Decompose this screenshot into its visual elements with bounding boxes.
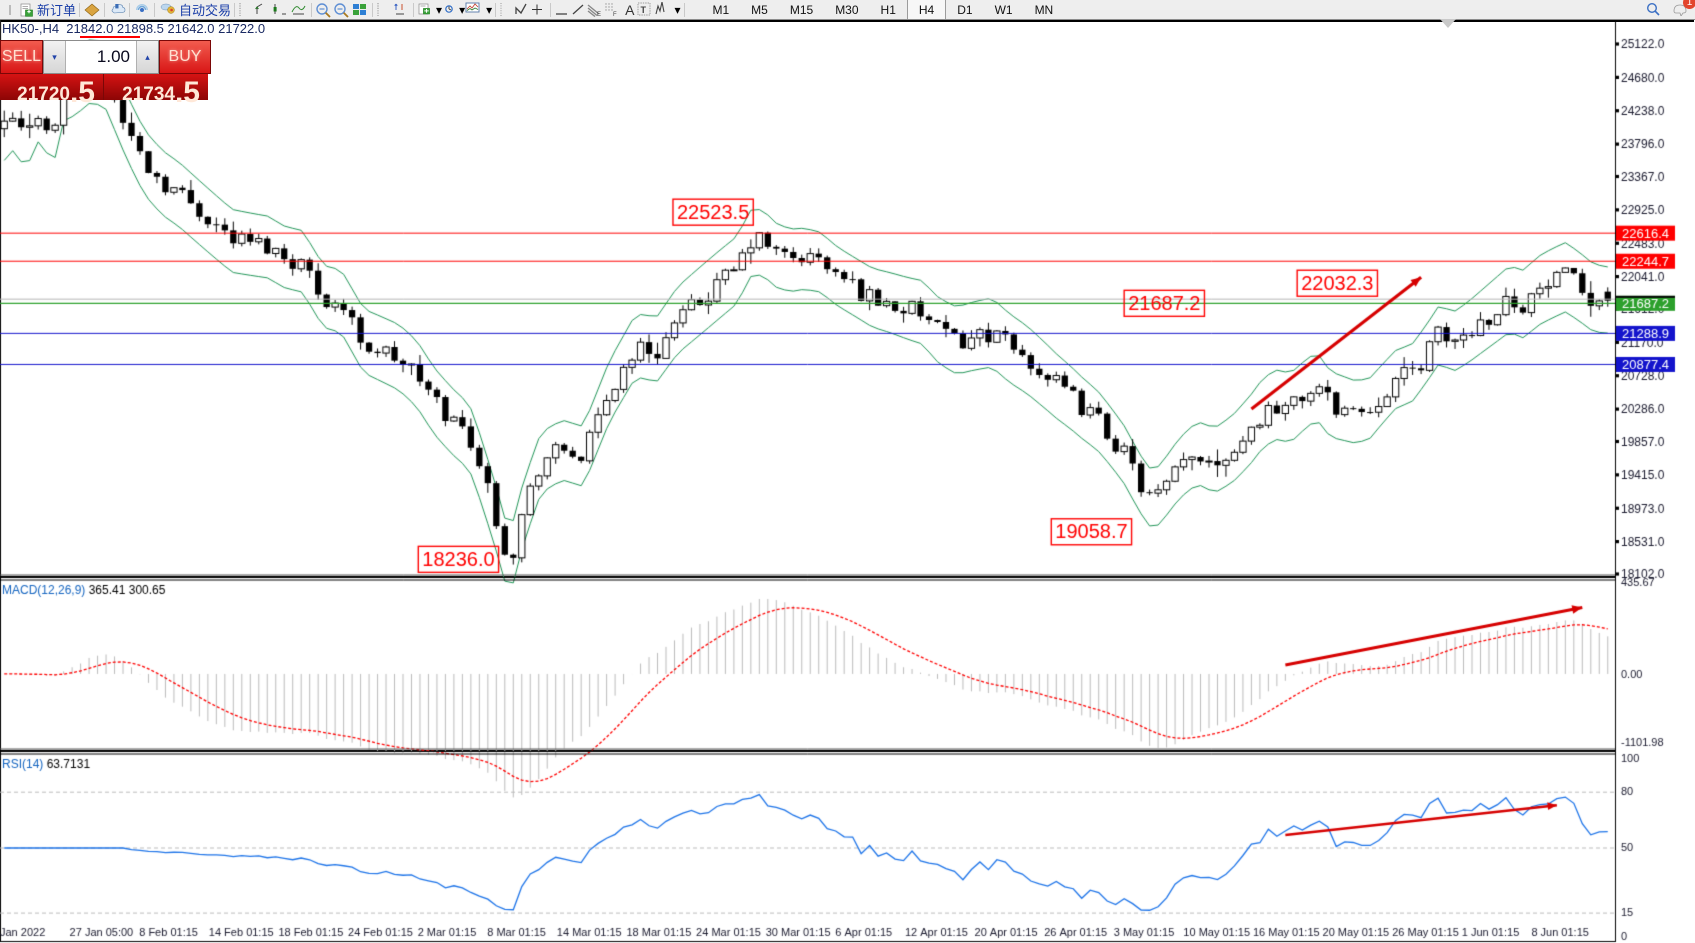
- svg-text:F: F: [613, 12, 617, 17]
- svg-text:T: T: [641, 5, 647, 15]
- svg-text:E: E: [597, 12, 601, 17]
